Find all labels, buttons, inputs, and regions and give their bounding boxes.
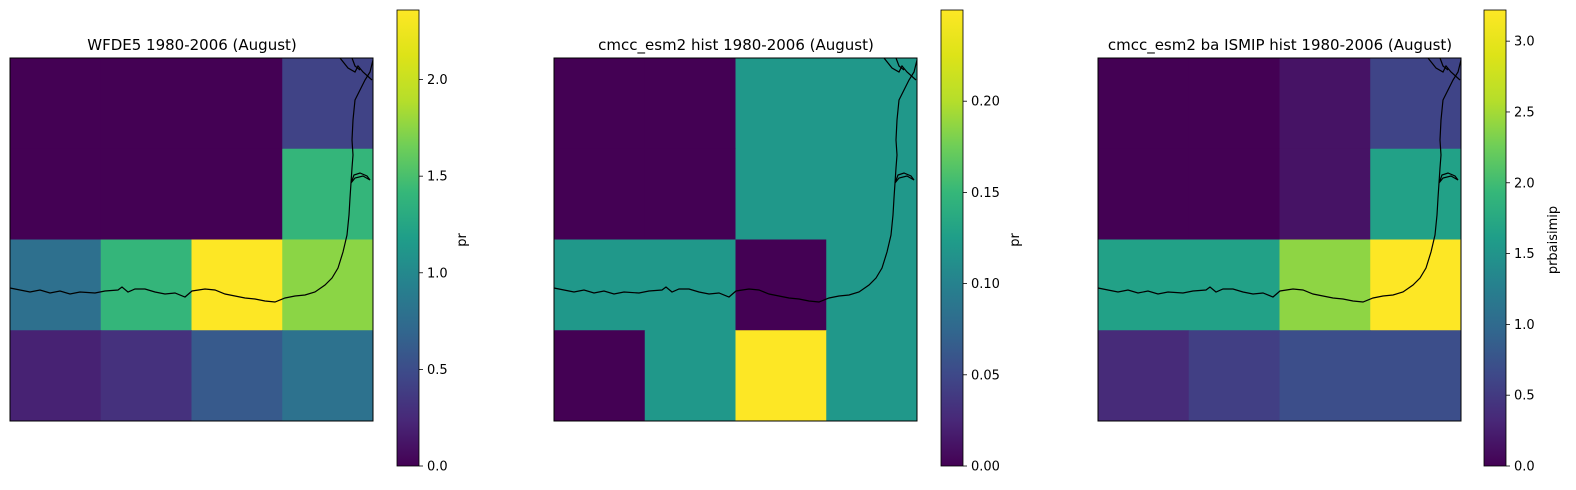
- colorbar-tick-label: 1.5: [427, 170, 448, 185]
- colorbar-tick-label: 3.0: [1514, 35, 1535, 50]
- heatmap-cell: [191, 239, 283, 331]
- heatmap-cell: [1279, 330, 1371, 422]
- colorbar-tick-label: 2.5: [1514, 105, 1535, 120]
- heatmap-cell: [1098, 148, 1190, 240]
- panel-3-colorbar-label: prbaisimip: [1546, 206, 1561, 274]
- panel-1-colorbar: [396, 9, 420, 467]
- heatmap-cell: [100, 58, 192, 150]
- panel-3: cmcc_esm2 ba ISMIP hist 1980-2006 (Augus…: [1097, 9, 1561, 475]
- heatmap-cell: [282, 58, 374, 150]
- heatmap-cell: [1279, 239, 1371, 331]
- heatmap-cell: [10, 58, 102, 150]
- panel-3-heatmap: [1098, 58, 1462, 422]
- heatmap-cell: [1370, 148, 1462, 240]
- panel-3-coastline: [1097, 59, 1462, 303]
- panel-1-colorbar-label: pr: [455, 233, 470, 247]
- heatmap-cell: [1279, 58, 1371, 150]
- heatmap-cell: [10, 239, 102, 331]
- heatmap-cell: [735, 148, 827, 240]
- heatmap-cell: [10, 148, 102, 240]
- panel-3-frame: [1097, 57, 1462, 422]
- colorbar-tick-label: 0.00: [971, 460, 1000, 475]
- panel-1-frame: [9, 57, 374, 422]
- heatmap-cell: [826, 330, 918, 422]
- heatmap-cell: [554, 330, 646, 422]
- panel-2-heatmap: [554, 58, 918, 422]
- panel-2-coastline-north: [883, 57, 917, 81]
- colorbar-tick-label: 0.05: [971, 368, 1000, 383]
- heatmap-cell: [191, 330, 283, 422]
- panel-2-coastline: [553, 59, 918, 303]
- panel-2-colorbar-ticks: 0.00 0.05 0.10 0.15 0.20: [963, 95, 1000, 475]
- colorbar-tick-label: 0.5: [1514, 389, 1535, 404]
- heatmap-cell: [735, 330, 827, 422]
- heatmap-cell: [735, 239, 827, 331]
- heatmap-cell: [735, 58, 827, 150]
- heatmap-cell: [826, 58, 918, 150]
- colorbar-tick-label: 2.0: [427, 73, 448, 88]
- heatmap-cell: [1188, 58, 1280, 150]
- heatmap-cell: [1098, 330, 1190, 422]
- heatmap-cell: [191, 148, 283, 240]
- colorbar-tick-label: 0.5: [427, 363, 448, 378]
- heatmap-cell: [1188, 148, 1280, 240]
- colorbar-tick-label: 1.5: [1514, 247, 1535, 262]
- heatmap-cell: [554, 239, 646, 331]
- panel-3-colorbar-ticks: 0.0 0.5 1.0 1.5 2.0 2.5 3.0: [1506, 35, 1535, 475]
- heatmap-cell: [826, 239, 918, 331]
- panel-2-frame: [553, 57, 918, 422]
- heatmap-cell: [644, 148, 736, 240]
- heatmap-cell: [282, 148, 374, 240]
- heatmap-cell: [644, 58, 736, 150]
- panel-2: cmcc_esm2 hist 1980-2006 (August) 0.000.…: [553, 9, 1023, 475]
- heatmap-cell: [826, 148, 918, 240]
- heatmap-cell: [1370, 58, 1462, 150]
- heatmap-cell: [1370, 239, 1462, 331]
- heatmap-cell: [191, 58, 283, 150]
- colorbar-tick-label: 1.0: [427, 266, 448, 281]
- panel-1-heatmap: [10, 58, 374, 422]
- heatmap-cell: [1279, 148, 1371, 240]
- colorbar-tick-label: 0.0: [427, 460, 448, 475]
- heatmap-cell: [282, 239, 374, 331]
- heatmap-cell: [282, 330, 374, 422]
- heatmap-cell: [1098, 239, 1190, 331]
- panel-2-colorbar-label: pr: [1008, 233, 1023, 247]
- heatmap-cell: [100, 239, 192, 331]
- colorbar-tick-label: 0.10: [971, 277, 1000, 292]
- panel-1-coastline-north: [339, 57, 373, 81]
- heatmap-cell: [554, 58, 646, 150]
- heatmap-cell: [1188, 239, 1280, 331]
- heatmap-cell: [644, 330, 736, 422]
- panel-3-title: cmcc_esm2 ba ISMIP hist 1980-2006 (Augus…: [1108, 36, 1452, 55]
- heatmap-cell: [554, 148, 646, 240]
- panel-1-colorbar-ticks: 0.0 0.5 1.0 1.5 2.0: [419, 73, 448, 475]
- heatmap-cell: [644, 239, 736, 331]
- heatmap-cell: [1098, 58, 1190, 150]
- heatmap-cell: [100, 148, 192, 240]
- panel-2-title: cmcc_esm2 hist 1980-2006 (August): [598, 36, 874, 55]
- panel-3-coastline-north: [1427, 57, 1461, 81]
- colorbar-tick-label: 1.0: [1514, 318, 1535, 333]
- colorbar-tick-label: 0.0: [1514, 460, 1535, 475]
- heatmap-cell: [1370, 330, 1462, 422]
- colorbar-tick-label: 0.15: [971, 186, 1000, 201]
- heatmap-cell: [10, 330, 102, 422]
- colorbar-tick-label: 0.20: [971, 95, 1000, 110]
- heatmap-cell: [100, 330, 192, 422]
- colorbar-tick-label: 2.0: [1514, 176, 1535, 191]
- panel-1-title: WFDE5 1980-2006 (August): [87, 36, 297, 54]
- panel-1: WFDE5 1980-2006 (August) 0.0 0.5 1.0 1.5 2.0…: [9, 9, 470, 475]
- heatmap-cell: [1188, 330, 1280, 422]
- panel-1-coastline: [9, 59, 374, 303]
- panel-3-colorbar: [1483, 9, 1507, 467]
- panel-2-colorbar: [940, 9, 964, 467]
